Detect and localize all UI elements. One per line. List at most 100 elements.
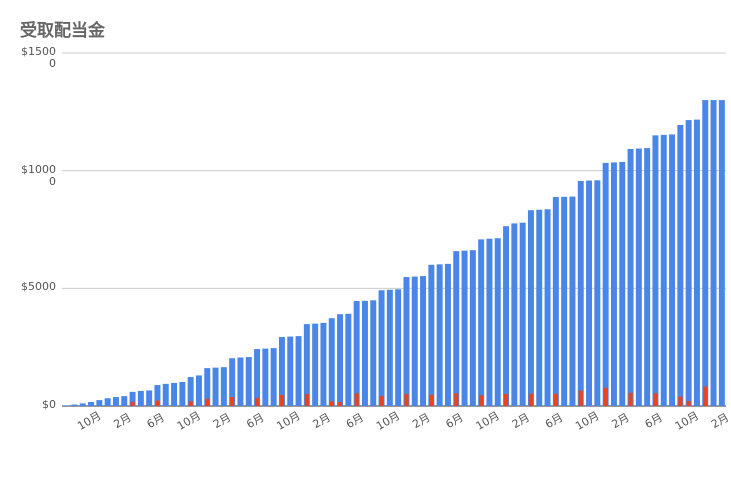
bar (220, 367, 227, 406)
bar (79, 403, 86, 406)
bar (444, 263, 451, 406)
y-tick-label: $15000 (21, 45, 56, 70)
bar (279, 394, 285, 406)
bar (702, 100, 709, 407)
bar (237, 357, 244, 406)
bar (312, 323, 319, 406)
bar (420, 276, 427, 406)
bar (428, 264, 435, 406)
bar (503, 393, 509, 406)
bar (287, 336, 294, 406)
bar (104, 398, 111, 406)
bar (129, 391, 136, 406)
bar (528, 393, 534, 406)
y-tick-label: $0 (42, 398, 56, 411)
bar (337, 401, 343, 406)
bar (146, 390, 153, 406)
x-tick-label: 6月 (443, 411, 465, 431)
bar (693, 119, 700, 406)
bar (577, 181, 584, 406)
bar (718, 100, 725, 407)
bar (527, 210, 534, 406)
x-tick-label: 2月 (311, 411, 333, 431)
x-tick-label: 6月 (244, 411, 266, 431)
bar (544, 209, 551, 406)
bar (586, 180, 593, 406)
bar (121, 396, 128, 406)
bar (137, 390, 144, 406)
bar (229, 358, 236, 406)
bar (404, 393, 409, 406)
bar (304, 393, 309, 406)
bar (494, 238, 501, 406)
bar (354, 393, 359, 406)
bar (361, 300, 368, 406)
bar (379, 395, 384, 406)
x-tick-label: 10月 (673, 409, 701, 433)
bar (71, 404, 78, 406)
x-tick-label: 10月 (175, 409, 203, 433)
bar (337, 314, 344, 406)
bar (345, 313, 352, 406)
bar (112, 397, 119, 406)
bar (478, 239, 485, 406)
bar (503, 226, 510, 406)
x-tick-label: 2月 (211, 411, 233, 431)
x-tick-label: 2月 (111, 411, 133, 431)
bar (710, 100, 717, 407)
bar (602, 162, 609, 406)
bar (652, 135, 659, 406)
x-tick-label: 10月 (573, 409, 601, 433)
y-tick-label: $10000 (21, 162, 56, 188)
bar (454, 393, 459, 406)
bar (320, 322, 327, 406)
bar (195, 375, 202, 406)
x-tick-label: 10月 (374, 409, 402, 433)
bar (669, 134, 676, 406)
bar (329, 401, 334, 406)
bar (386, 289, 393, 406)
bar (678, 396, 683, 406)
bar (205, 398, 210, 406)
bar (130, 401, 135, 406)
bar (436, 264, 443, 406)
bar (653, 393, 658, 406)
x-tick-label: 10月 (75, 409, 103, 433)
x-tick-label: 2月 (709, 411, 731, 431)
bar (677, 125, 684, 407)
bar (536, 209, 543, 406)
bar (188, 401, 193, 406)
bar (453, 251, 460, 406)
bar (187, 377, 194, 406)
bar (569, 196, 576, 406)
bar (88, 401, 95, 406)
bar (378, 290, 385, 406)
x-tick-label: 6月 (344, 411, 366, 431)
bar (479, 395, 484, 406)
bar (328, 318, 335, 406)
bar (703, 386, 708, 406)
bar (171, 382, 178, 406)
bar (469, 250, 476, 406)
bar (403, 277, 410, 406)
x-tick-label: 10月 (274, 409, 302, 433)
x-tick-label: 6月 (543, 411, 565, 431)
bar (395, 289, 402, 406)
bar (578, 390, 583, 406)
bar (429, 394, 434, 406)
x-tick-label: 2月 (410, 411, 432, 431)
bar (561, 196, 568, 406)
bar (552, 197, 559, 406)
bar (245, 357, 252, 406)
bar (635, 148, 642, 406)
bar (254, 349, 261, 406)
bar (270, 348, 277, 406)
bar (154, 385, 161, 406)
bar (262, 348, 269, 406)
bar (519, 222, 526, 406)
bar (353, 301, 360, 406)
bar (461, 250, 468, 406)
bar (254, 397, 260, 406)
bar (644, 148, 651, 407)
